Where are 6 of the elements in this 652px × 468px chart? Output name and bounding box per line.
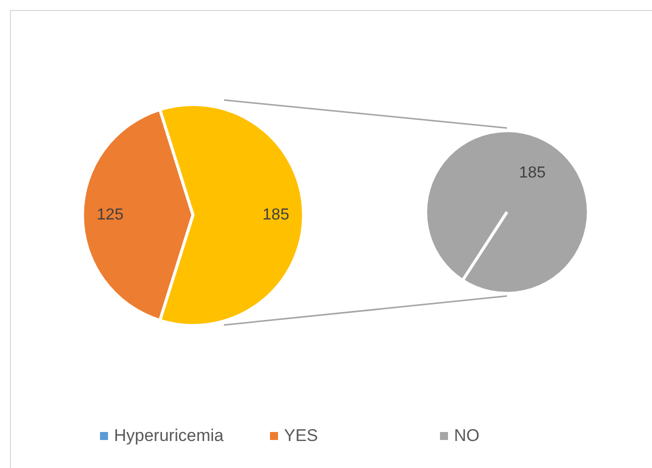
legend-label: YES	[284, 426, 320, 446]
data-label: 185	[518, 164, 546, 182]
legend-label: NO	[454, 426, 480, 446]
legend-label: Hyperuricemia	[114, 426, 225, 446]
data-label: 125	[96, 206, 124, 224]
data-label: 185	[262, 206, 290, 224]
